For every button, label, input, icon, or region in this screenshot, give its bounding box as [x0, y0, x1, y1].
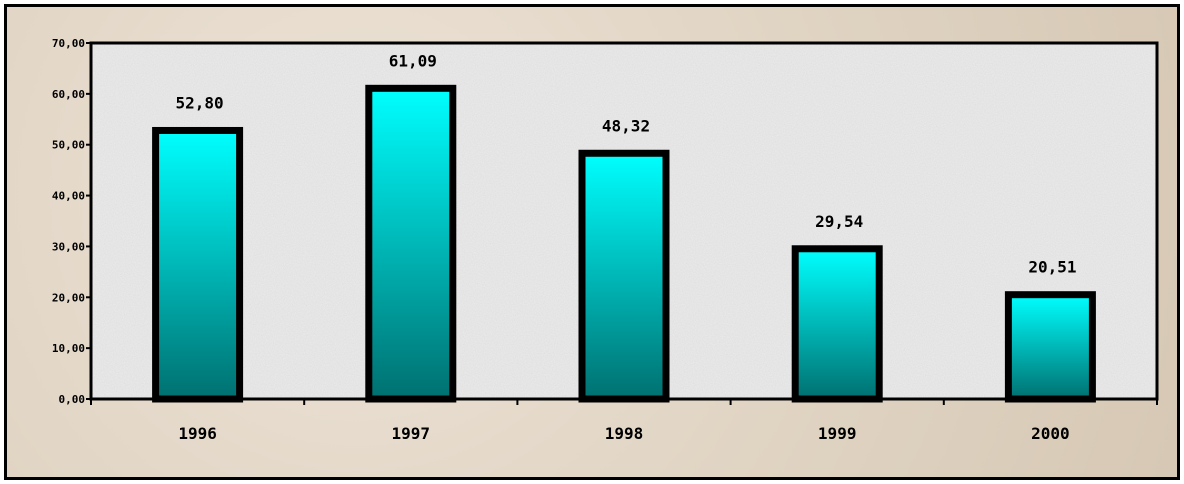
x-tick-label: 2000 [1031, 424, 1070, 443]
x-tick-label: 1996 [178, 424, 217, 443]
data-label: 52,80 [176, 93, 224, 112]
x-tick-label: 1998 [605, 424, 644, 443]
bars [152, 84, 1096, 403]
data-label: 61,09 [389, 51, 437, 70]
data-label: 48,32 [602, 116, 650, 135]
y-tick-label: 70,00 [52, 37, 85, 50]
bar [152, 126, 244, 403]
y-tick-label: 10,00 [52, 342, 85, 355]
y-tick-label: 50,00 [52, 139, 85, 152]
y-tick-label: 30,00 [52, 240, 85, 253]
x-tick-label: 1997 [392, 424, 431, 443]
x-tick-label: 1999 [818, 424, 857, 443]
y-tick-label: 60,00 [52, 88, 85, 101]
y-tick-label: 40,00 [52, 190, 85, 203]
labels: 52,80 1996 61,09 1997 48,32 1998 29,54 1999 20,5… [176, 51, 1077, 443]
bar [791, 245, 883, 403]
data-label: 20,51 [1028, 258, 1076, 277]
data-label: 29,54 [815, 212, 863, 231]
bar [365, 84, 457, 403]
bar [578, 149, 670, 403]
y-tick-label: 0,00 [59, 393, 86, 406]
bar [1004, 291, 1096, 403]
y-tick-label: 20,00 [52, 291, 85, 304]
